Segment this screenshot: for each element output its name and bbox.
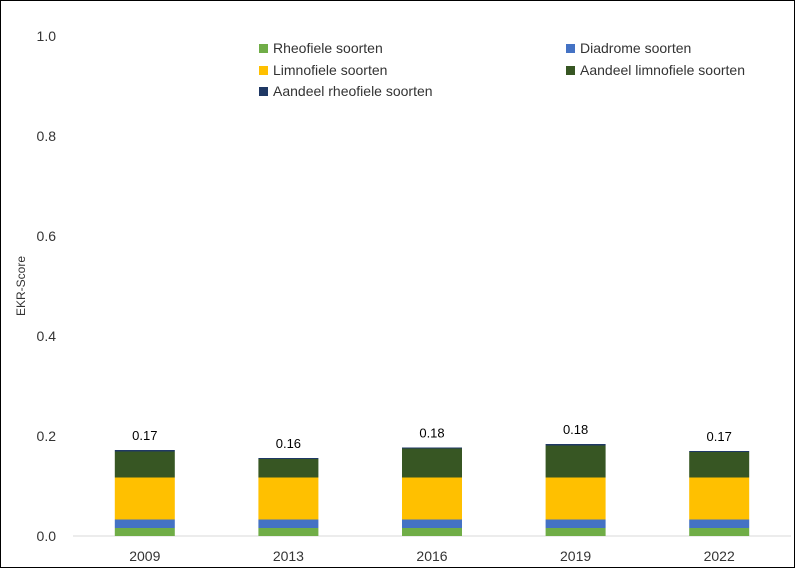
data-label: 0.18 <box>419 426 444 441</box>
x-tick-label: 2013 <box>273 548 304 564</box>
y-tick-label: 0.2 <box>37 428 57 444</box>
bar-segment-1 <box>545 528 606 536</box>
data-label: 0.16 <box>276 436 301 451</box>
data-label: 0.17 <box>132 428 157 443</box>
legend-swatch <box>566 44 575 53</box>
data-label: 0.17 <box>707 429 732 444</box>
bar-segment-3 <box>545 477 606 520</box>
legend-label: Limnofiele soorten <box>273 62 387 78</box>
y-tick-label: 0.4 <box>37 328 57 344</box>
bar-segment-1 <box>258 528 319 536</box>
legend-label: Rheofiele soorten <box>273 40 383 56</box>
legend-item: Aandeel limnofiele soorten <box>566 62 745 78</box>
x-tick-label: 2009 <box>129 548 160 564</box>
bar-segment-4 <box>689 452 750 478</box>
legend-swatch <box>259 66 268 75</box>
bar-segment-4 <box>258 459 319 478</box>
legend-swatch <box>259 87 268 96</box>
x-tick-label: 2016 <box>416 548 447 564</box>
y-tick-label: 1.0 <box>37 28 57 44</box>
legend: Rheofiele soorten Diadrome soorten Limnofi… <box>259 40 745 99</box>
bar-segment-4 <box>402 448 462 478</box>
legend-label: Aandeel limnofiele soorten <box>580 62 745 78</box>
bar-segment-3 <box>402 477 462 520</box>
bar-segment-2 <box>689 519 750 528</box>
bar-segment-3 <box>114 477 175 520</box>
bar-segment-4 <box>114 451 175 478</box>
bar-segment-1 <box>402 528 462 536</box>
y-axis: 0.0 0.2 0.4 0.6 0.8 1.0 <box>37 28 57 544</box>
legend-swatch <box>259 44 268 53</box>
bar-segment-5 <box>114 450 175 452</box>
x-tick-label: 2022 <box>704 548 735 564</box>
bar-segment-1 <box>114 528 175 536</box>
data-label: 0.18 <box>563 422 588 437</box>
x-axis: 2009 2013 2016 2019 2022 <box>129 548 735 564</box>
legend-item: Rheofiele soorten <box>259 40 383 56</box>
y-tick-label: 0.0 <box>37 528 57 544</box>
bars-group <box>114 444 750 536</box>
data-labels: 0.17 0.16 0.18 0.18 0.17 <box>132 422 732 451</box>
legend-item: Limnofiele soorten <box>259 62 387 78</box>
bar-segment-5 <box>402 447 462 449</box>
legend-label: Diadrome soorten <box>580 40 691 56</box>
y-tick-label: 0.8 <box>37 128 57 144</box>
y-tick-label: 0.6 <box>37 228 57 244</box>
legend-swatch <box>566 66 575 75</box>
legend-item: Diadrome soorten <box>566 40 691 56</box>
x-tick-label: 2019 <box>560 548 591 564</box>
y-axis-label: EKR-Score <box>14 256 28 316</box>
bar-segment-5 <box>258 458 319 459</box>
bar-segment-3 <box>689 477 750 520</box>
bar-segment-4 <box>545 445 606 478</box>
bar-segment-2 <box>258 519 319 528</box>
legend-label: Aandeel rheofiele soorten <box>273 83 433 99</box>
bar-segment-5 <box>689 451 750 452</box>
bar-segment-2 <box>402 519 462 528</box>
bar-segment-2 <box>114 519 175 528</box>
bar-segment-3 <box>258 477 319 520</box>
bar-segment-5 <box>545 444 606 446</box>
legend-item: Aandeel rheofiele soorten <box>259 83 433 99</box>
bar-segment-2 <box>545 519 606 528</box>
bar-segment-1 <box>689 528 750 536</box>
